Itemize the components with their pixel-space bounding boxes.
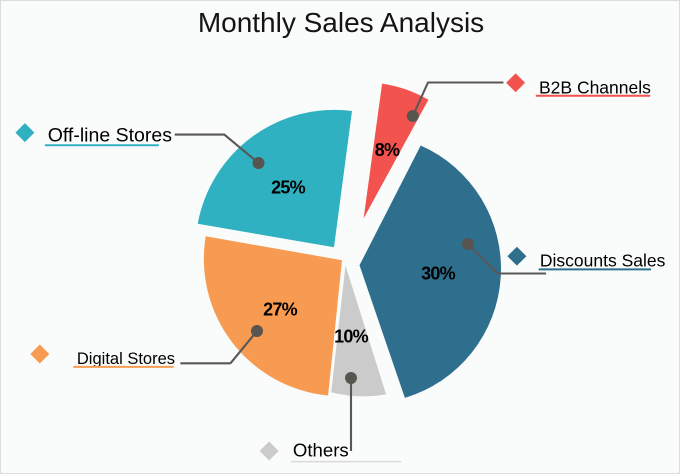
svg-text:27%: 27%: [263, 300, 297, 320]
svg-text:8%: 8%: [375, 140, 400, 160]
svg-text:10%: 10%: [334, 327, 368, 347]
svg-text:Digital Stores: Digital Stores: [77, 350, 175, 368]
svg-text:Monthly Sales Analysis: Monthly Sales Analysis: [198, 7, 484, 38]
svg-text:Discounts Sales: Discounts Sales: [540, 251, 666, 271]
svg-text:Others: Others: [293, 440, 349, 461]
svg-text:30%: 30%: [421, 264, 455, 284]
svg-text:Off-line Stores: Off-line Stores: [48, 125, 173, 147]
svg-text:B2B Channels: B2B Channels: [539, 77, 651, 97]
svg-text:25%: 25%: [271, 178, 305, 198]
